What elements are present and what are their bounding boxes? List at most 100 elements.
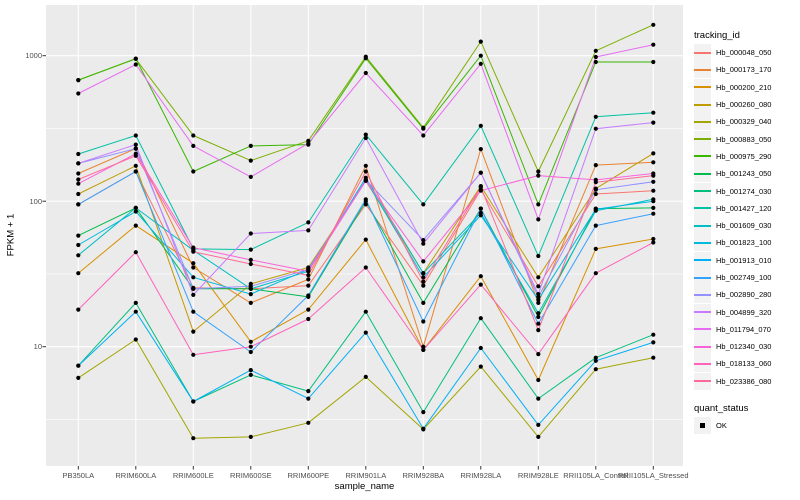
data-point: [306, 141, 311, 146]
data-point: [593, 59, 598, 65]
data-point: [651, 160, 656, 165]
x-tick-label: RRIM600SE: [229, 470, 272, 480]
data-point: [421, 126, 426, 131]
data-point: [421, 271, 426, 276]
data-point: [651, 240, 656, 245]
data-point: [593, 271, 598, 276]
data-point: [306, 293, 311, 298]
legend-item-label: Hb_000883_050: [716, 134, 772, 144]
data-point: [306, 269, 311, 274]
data-point: [363, 265, 368, 270]
legend-key-swatch-icon: [694, 251, 711, 269]
data-point: [651, 22, 656, 27]
legend-key-swatch-icon: [694, 113, 711, 131]
y-axis-title: FPKM + 1: [5, 213, 17, 257]
data-point: [76, 78, 81, 83]
legend-key-swatch-icon: [694, 61, 711, 79]
data-point: [363, 70, 368, 76]
data-point: [651, 120, 656, 125]
panel-background: [46, 5, 683, 466]
legend-item-label: Hb_001823_100: [716, 238, 772, 248]
data-point: [191, 261, 196, 266]
data-point: [536, 321, 541, 326]
data-point: [76, 253, 81, 258]
data-point: [421, 426, 426, 431]
data-point: [593, 355, 598, 360]
data-point: [363, 163, 368, 168]
legend-item-label: Hb_000260_080: [716, 100, 772, 110]
legend-color-line-icon: [694, 259, 711, 262]
data-point: [593, 207, 598, 212]
x-tick-label: RRIM928LE: [517, 470, 559, 480]
legend-item-Hb_002890_280: Hb_002890_280: [694, 286, 798, 304]
x-tick-label: RRII105LA_Stressed: [618, 470, 689, 480]
data-point: [651, 205, 656, 210]
legend-item-label: Hb_001274_030: [716, 186, 772, 196]
data-point: [478, 170, 483, 175]
legend-item-Hb_000975_290: Hb_000975_290: [694, 147, 798, 165]
data-point: [593, 223, 598, 228]
data-point: [133, 300, 138, 305]
data-point: [248, 300, 253, 305]
legend-color-line-icon: [694, 103, 711, 106]
data-point: [593, 126, 598, 131]
legend-key-swatch-icon: [694, 372, 711, 390]
legend-color-line-icon: [694, 86, 711, 89]
data-point: [536, 300, 541, 305]
data-point: [536, 253, 541, 259]
legend-color-line-icon: [694, 276, 711, 279]
legend-color-line-icon: [694, 328, 711, 331]
data-point: [76, 363, 81, 368]
data-point: [191, 436, 196, 441]
legend-item-Hb_004899_320: Hb_004899_320: [694, 303, 798, 321]
data-point: [593, 114, 598, 119]
legend-item-Hb_012340_030: Hb_012340_030: [694, 338, 798, 356]
data-point: [191, 143, 196, 148]
data-point: [478, 364, 483, 369]
data-point: [306, 273, 311, 278]
data-point: [593, 191, 598, 197]
data-point: [536, 173, 541, 178]
data-point: [306, 307, 311, 312]
data-point: [536, 217, 541, 222]
data-point: [306, 316, 311, 322]
data-point: [248, 158, 253, 163]
legend-color-line-icon: [694, 138, 711, 141]
legend-item-label: Hb_000048_050: [716, 48, 772, 58]
data-point: [593, 48, 598, 53]
data-point: [248, 368, 253, 373]
data-point: [306, 283, 311, 288]
data-point: [248, 434, 253, 439]
data-point: [191, 133, 196, 138]
data-point: [651, 59, 656, 65]
data-point: [248, 284, 253, 289]
data-point: [306, 396, 311, 401]
legend-item-Hb_001823_100: Hb_001823_100: [694, 234, 798, 252]
legend-color-line-icon: [694, 241, 711, 244]
data-point: [363, 237, 368, 242]
data-point: [133, 337, 138, 342]
data-point: [133, 153, 138, 158]
data-point: [421, 238, 426, 243]
data-point: [191, 249, 196, 254]
data-point: [593, 246, 598, 251]
data-point: [651, 188, 656, 193]
data-point: [536, 314, 541, 320]
x-tick-label: RRIM928BA: [402, 470, 445, 480]
data-point: [76, 161, 81, 166]
data-point: [593, 54, 598, 60]
data-point: [363, 135, 368, 141]
data-point: [191, 399, 196, 404]
data-point: [76, 191, 81, 197]
legend-item-Hb_001274_030: Hb_001274_030: [694, 182, 798, 200]
data-point: [191, 245, 196, 250]
data-point: [363, 374, 368, 379]
data-point: [191, 275, 196, 280]
tracking-legend-title: tracking_id: [694, 30, 740, 41]
legend-item-Hb_000200_210: Hb_000200_210: [694, 78, 798, 96]
data-point: [306, 228, 311, 233]
data-point: [133, 223, 138, 228]
legend-color-line-icon: [694, 293, 711, 296]
data-point: [651, 332, 656, 337]
